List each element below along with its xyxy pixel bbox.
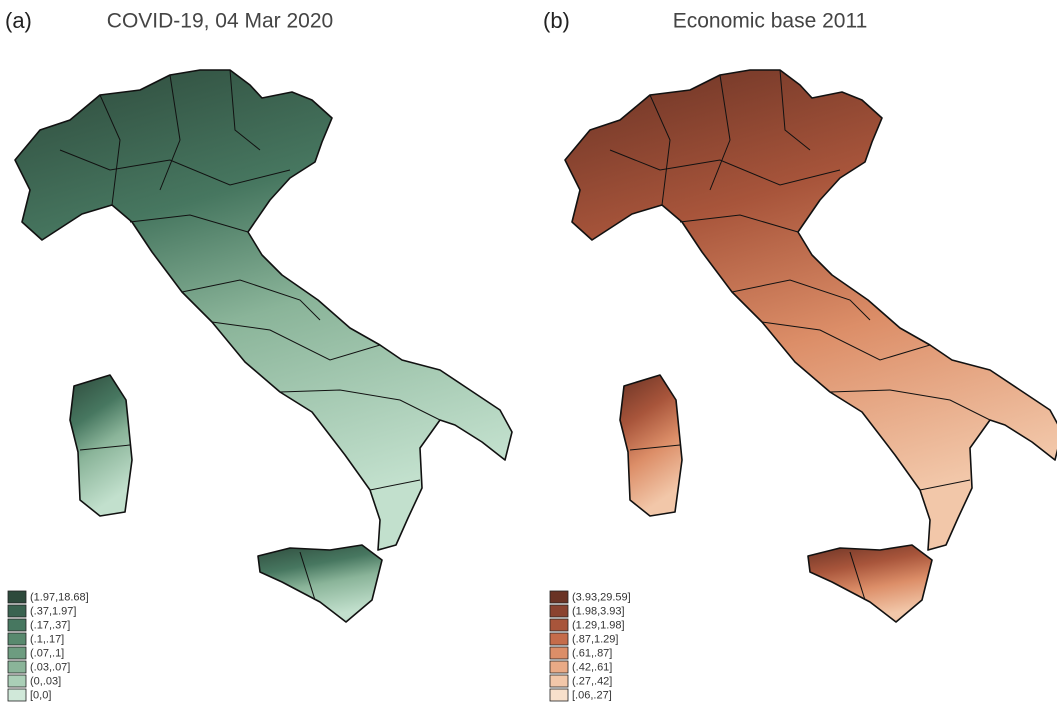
legend-swatch (549, 632, 569, 646)
legend-label: [.06,.27] (572, 689, 612, 701)
legend-swatch (549, 660, 569, 674)
legend-label: (.42,.61] (572, 661, 612, 673)
legend-swatch (7, 688, 27, 702)
legend-label: (.1,.17] (30, 633, 64, 645)
legend-label: (3.93,29.59] (572, 591, 631, 603)
legend-swatch (7, 646, 27, 660)
legend-swatch (549, 590, 569, 604)
legend-label: (.07,.1] (30, 647, 64, 659)
map (14, 69, 513, 623)
legend-swatch (549, 618, 569, 632)
legend-label: (0,.03] (30, 675, 61, 687)
panel-title: COVID-19, 04 Mar 2020 (107, 10, 333, 33)
legend-label: (1.98,3.93] (572, 605, 625, 617)
legend-swatch (7, 674, 27, 688)
panel-label: (a) (5, 8, 32, 33)
legend-label: (1.97,18.68] (30, 591, 89, 603)
legend-label: (.61,.87] (572, 647, 612, 659)
panel: (a) COVID-19, 04 Mar 2020 (1.97,18.68] (.37… (5, 8, 513, 702)
panel-title: Economic base 2011 (673, 10, 868, 33)
legend-label: (.27,.42] (572, 675, 612, 687)
legend-swatch (7, 632, 27, 646)
legend-label: (1.29,1.98] (572, 619, 625, 631)
legend-label: [0,0] (30, 689, 51, 701)
legend-label: (.37,1.97] (30, 605, 76, 617)
legend-label: (.17,.37] (30, 619, 70, 631)
legend-swatch (7, 590, 27, 604)
panel: (b) Economic base 2011 (3.93,29.59] (1.98,3… (543, 8, 1057, 702)
legend-swatch (549, 674, 569, 688)
legend-label: (.87,1.29] (572, 633, 618, 645)
legend-swatch (7, 660, 27, 674)
legend-swatch (549, 604, 569, 618)
legend-swatch (7, 604, 27, 618)
legend-swatch (549, 646, 569, 660)
legend-swatch (7, 618, 27, 632)
panel-label: (b) (543, 8, 570, 33)
legend-swatch (549, 688, 569, 702)
map (564, 69, 1057, 623)
legend-label: (.03,.07] (30, 661, 70, 673)
